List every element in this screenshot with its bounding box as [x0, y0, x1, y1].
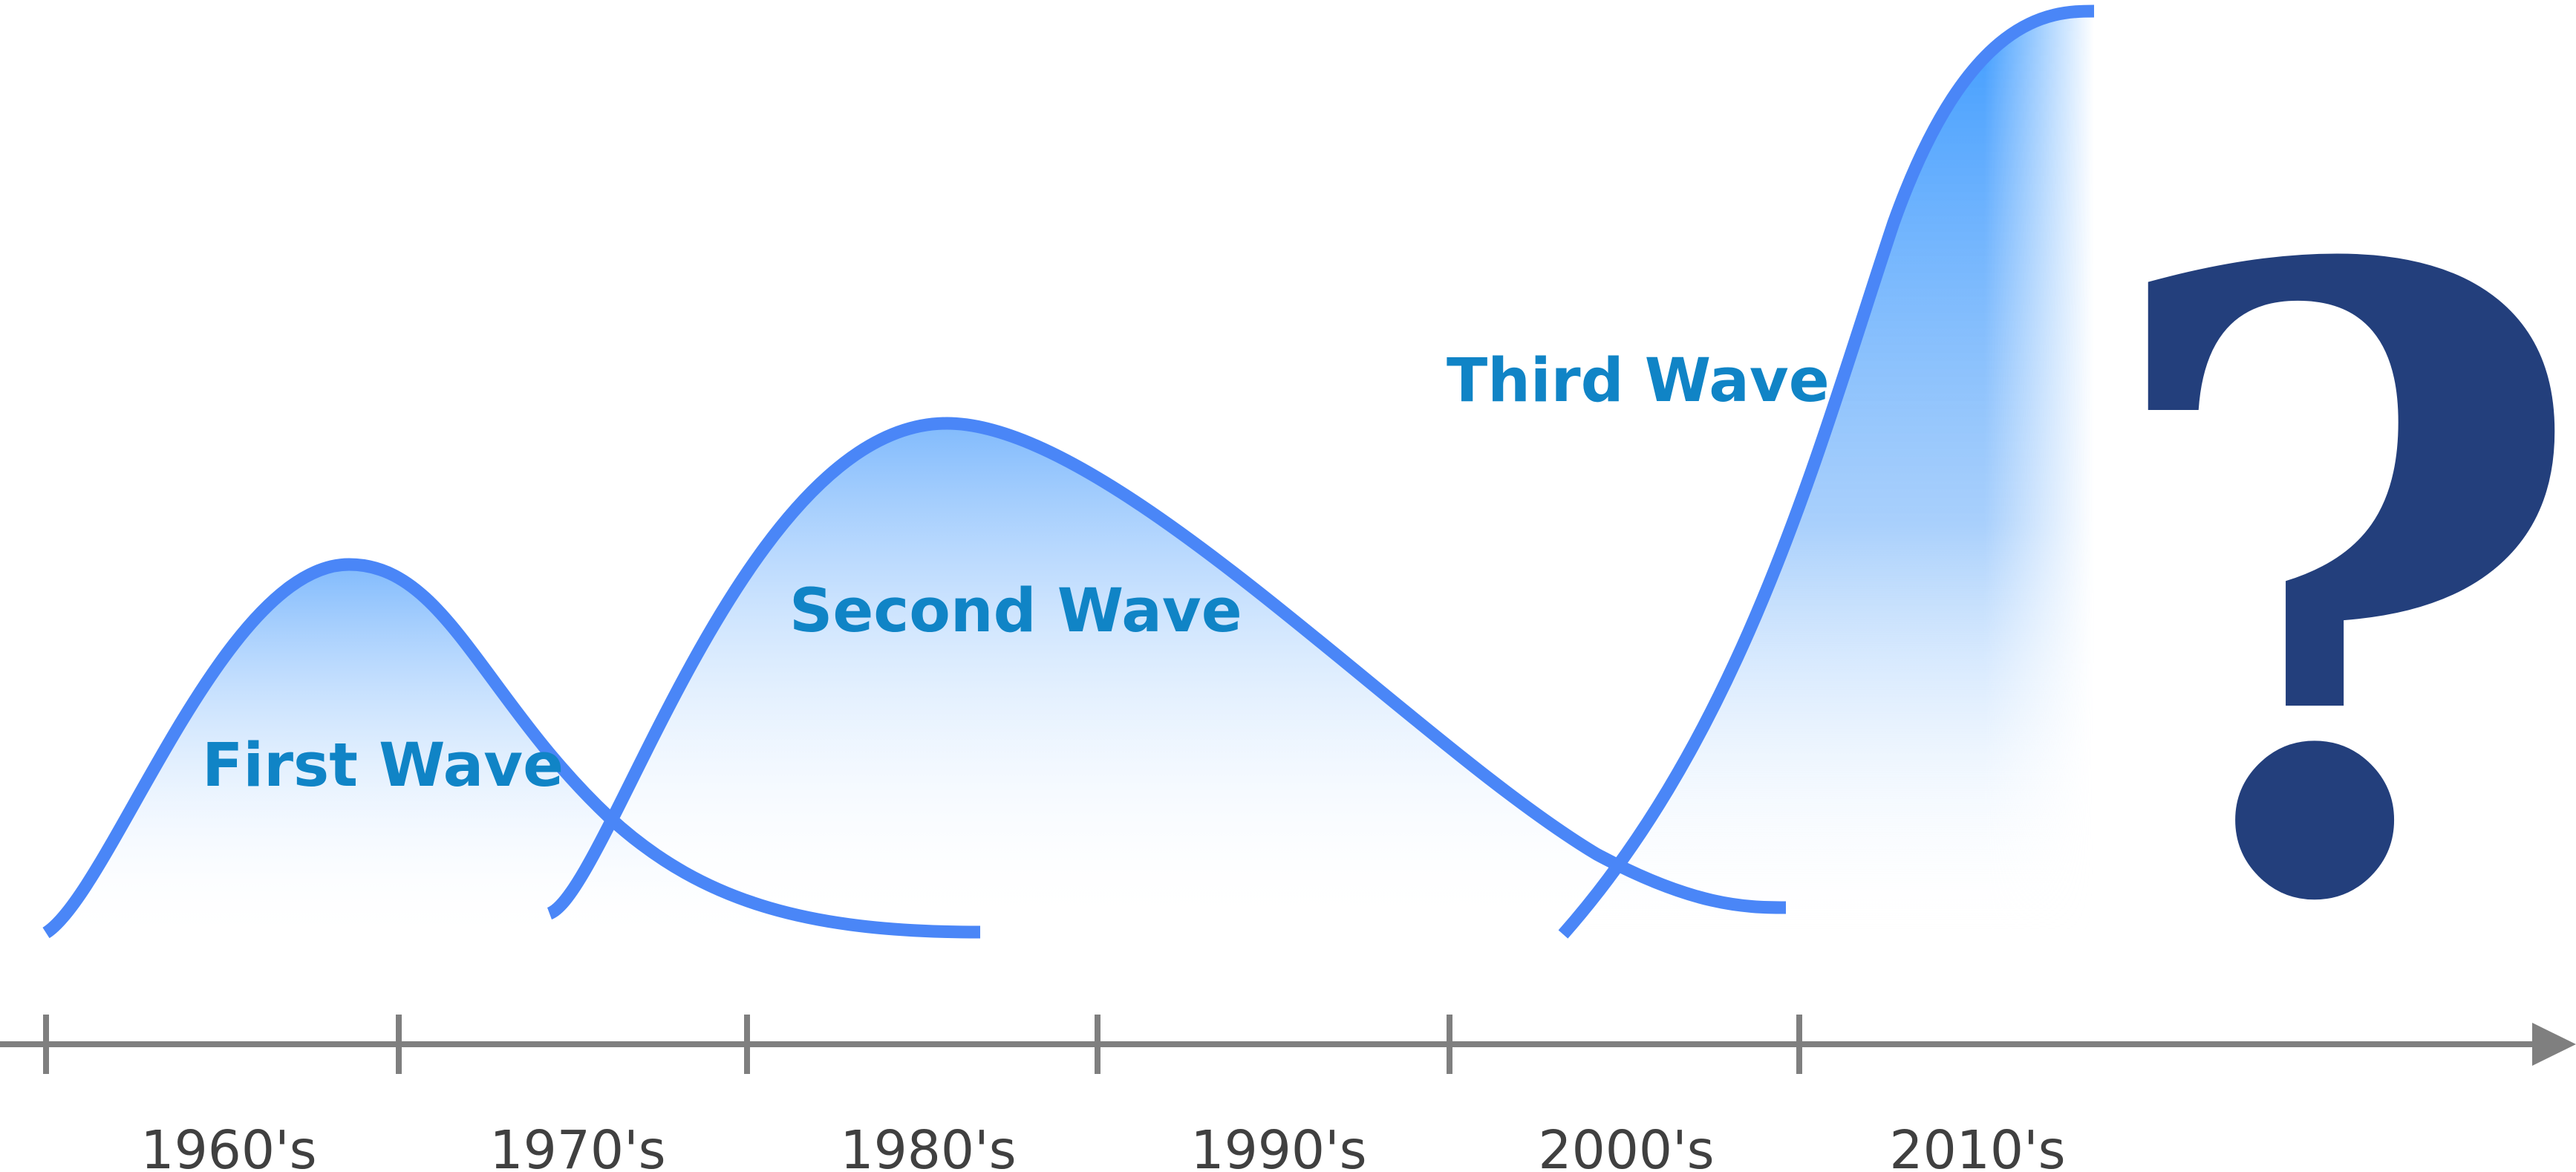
first-wave-label: First Wave	[202, 731, 564, 801]
first-wave-curve	[42, 558, 981, 939]
decade-label: 1980's	[840, 1119, 1016, 1172]
second-wave-area	[550, 423, 1786, 928]
decade-label: 1970's	[489, 1119, 665, 1172]
second-wave-curve	[546, 417, 1787, 919]
third-wave-area	[1563, 11, 2094, 943]
third-wave-curve	[1558, 4, 2095, 939]
timeline-arrowhead	[2532, 1023, 2576, 1066]
decade-label: 1990's	[1190, 1119, 1366, 1172]
second-wave-label: Second Wave	[789, 576, 1242, 646]
first-wave-area	[46, 564, 980, 943]
question-mark: ?	[2093, 86, 2576, 1090]
decade-label: 2000's	[1538, 1119, 1714, 1172]
decade-label: 2010's	[1889, 1119, 2065, 1172]
decade-label: 1960's	[140, 1119, 316, 1172]
timeline-decade-labels: 1960's 1970's 1980's 1990's 2000's 2010's	[140, 1119, 2065, 1172]
third-wave-label: Third Wave	[1447, 346, 1830, 416]
timeline-ticks	[43, 1015, 1802, 1074]
